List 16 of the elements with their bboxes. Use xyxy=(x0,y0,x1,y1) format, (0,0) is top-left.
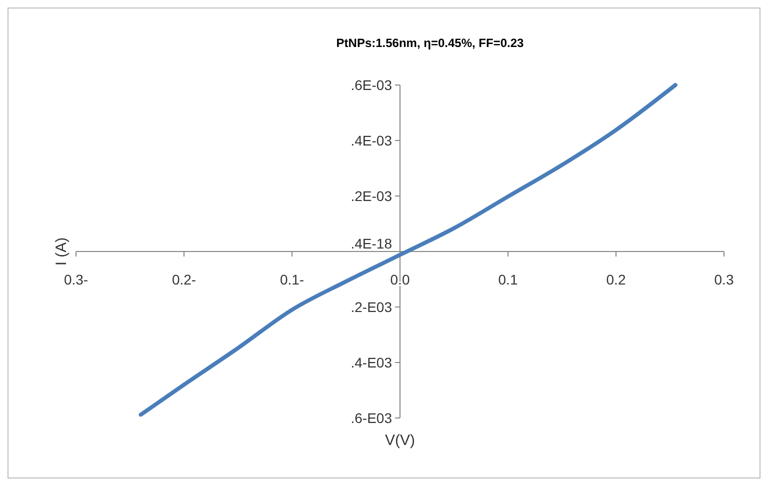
chart-title: PtNPs:1.56nm, η=0.45%, FF=0.23 xyxy=(336,36,524,50)
x-tick-label: 0.2 xyxy=(606,272,626,288)
x-tick-label: 0.1 xyxy=(498,272,518,288)
x-tick-label: 0.3 xyxy=(714,272,734,288)
y-axis-title: I (A) xyxy=(53,237,70,266)
annotation: .2-E03 xyxy=(350,299,392,315)
x-tick-label: 0.3- xyxy=(64,272,88,288)
annotation: .4-E03 xyxy=(350,354,392,370)
x-axis-title: V(V) xyxy=(385,432,416,449)
annotation: .2E-03 xyxy=(350,188,392,204)
annotation: .6-E03 xyxy=(350,410,392,426)
annotation: .6E-03 xyxy=(350,77,392,93)
annotation: .4E-03 xyxy=(350,132,392,148)
annotation: .4E-18 xyxy=(350,236,392,252)
x-tick-label: 0.2- xyxy=(172,272,196,288)
x-tick-label: 0.1- xyxy=(280,272,304,288)
